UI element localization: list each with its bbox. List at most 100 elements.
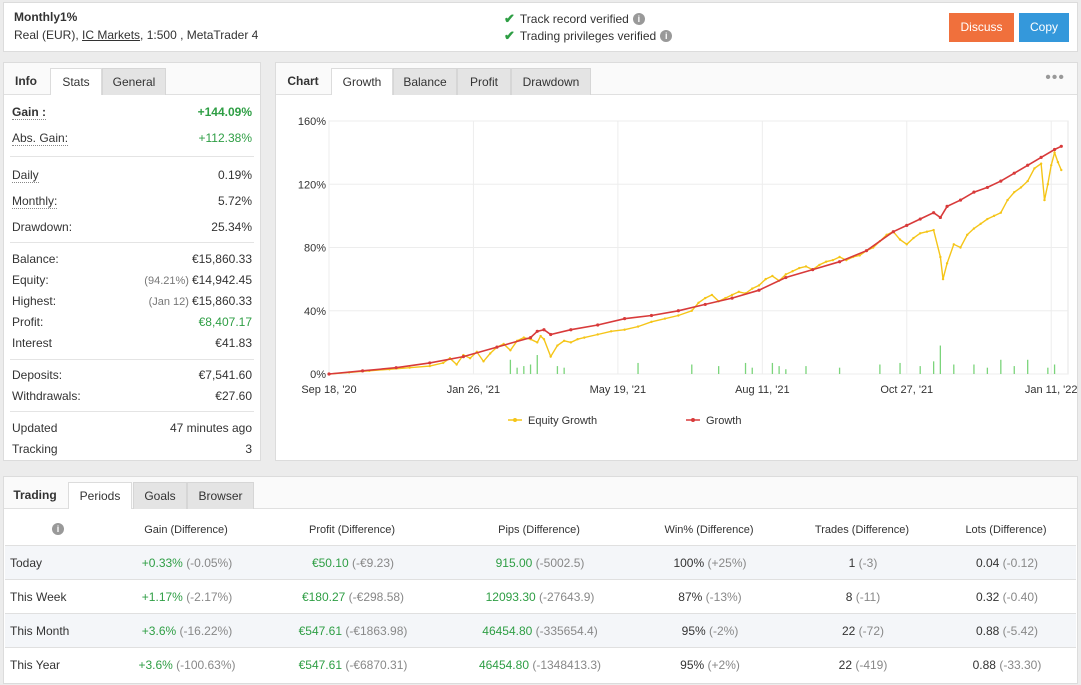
stat-abs-gain: Abs. Gain: +112.38% (12, 131, 252, 149)
track-record-verified: ✔ Track record verified i (504, 11, 645, 27)
stat-withdrawals: Withdrawals: €27.60 (12, 389, 252, 407)
cell-lots: 0.88 (-5.42) (927, 624, 1081, 638)
more-options-icon[interactable]: ••• (1045, 69, 1065, 86)
stat-label: Tracking (12, 442, 58, 456)
equity-growth-point (677, 314, 680, 317)
info-icon[interactable]: i (660, 30, 673, 42)
equity-growth-point (636, 325, 640, 328)
equity-growth-point (939, 255, 942, 259)
chart-panel: Chart Growth Balance Profit Drawdown •••… (275, 62, 1078, 461)
equity-growth-point (999, 211, 1003, 214)
col-profit: Profit (Difference) (309, 524, 395, 536)
equity-growth-point (562, 339, 566, 342)
profit-value: €547.61 (298, 624, 342, 638)
growth-point (542, 328, 546, 332)
tab-chart[interactable]: Chart (287, 74, 319, 88)
cell-profit: €50.10 (-€9.23) (273, 556, 433, 570)
account-subtitle: Real (EUR), IC Markets, 1:500 , MetaTrad… (14, 28, 258, 42)
trades-value: 8 (845, 590, 853, 604)
cell-gain: +1.17% (-2.17%) (107, 590, 267, 604)
growth-point (623, 317, 627, 321)
profit-difference: (-€6870.31) (345, 658, 408, 672)
cell-lots: 0.88 (-33.30) (927, 658, 1081, 672)
equity-growth-point (482, 360, 485, 363)
growth-point (757, 288, 761, 292)
stat-value: €7,541.60 (198, 368, 252, 382)
equity-growth-point (623, 328, 626, 331)
y-tick-label: 120% (298, 179, 326, 191)
growth-point (327, 372, 331, 376)
stat-label: Deposits: (12, 368, 63, 382)
cell-pips: 46454.80 (-335654.4) (460, 624, 620, 638)
x-tick-label: Oct 27, '21 (880, 384, 933, 396)
tab-goals[interactable]: Goals (133, 482, 187, 509)
equity-growth-point (455, 363, 458, 366)
gain-value: +1.17% (141, 590, 183, 604)
trades-difference: (-72) (858, 624, 885, 638)
stat-highest: Highest: (Jan 12) €15,860.33 (12, 294, 252, 312)
equity-growth-point (1046, 183, 1050, 186)
track-record-label: Track record verified (519, 12, 629, 26)
info-icon[interactable]: i (52, 523, 64, 535)
stat-label: Updated (12, 421, 58, 435)
tab-balance[interactable]: Balance (393, 68, 457, 95)
col-lots: Lots (Difference) (965, 524, 1047, 536)
tab-drawdown[interactable]: Drawdown (511, 68, 591, 95)
equity-growth-point (838, 255, 841, 259)
trades-difference: (-3) (858, 556, 878, 570)
trades-value: 22 (841, 624, 856, 638)
tab-growth[interactable]: Growth (331, 68, 393, 95)
y-tick-label: 80% (304, 243, 326, 255)
stat-value: 5.72% (217, 194, 252, 208)
info-icon[interactable]: i (632, 13, 645, 25)
legend-marker (513, 418, 517, 422)
stat-profit: Profit: €8,407.17 (12, 315, 252, 333)
stat-label[interactable]: Gain : (12, 105, 47, 120)
stat-deposits: Deposits: €7,541.60 (12, 368, 252, 386)
equity-amount: €14,942.45 (191, 273, 252, 287)
equity-growth-point (757, 284, 761, 287)
cell-trades: 1 (-3) (783, 556, 943, 570)
tab-stats[interactable]: Stats (50, 68, 102, 95)
equity-growth-point (905, 243, 908, 246)
equity-growth-point (663, 317, 667, 320)
equity-growth-point (428, 364, 431, 368)
trades-difference: (-11) (855, 590, 881, 604)
profit-value: €180.27 (301, 590, 346, 604)
profit-difference: (-€1863.98) (345, 624, 408, 638)
win-difference: (-2%) (709, 624, 739, 638)
table-row: Today +0.33% (-0.05%) €50.10 (-€9.23) 915.0… (5, 545, 1076, 579)
broker-link[interactable]: IC Markets (82, 28, 141, 42)
chart-tabs: Chart Growth Balance Profit Drawdown (276, 63, 1077, 95)
tab-periods[interactable]: Periods (68, 482, 132, 509)
tab-browser[interactable]: Browser (187, 482, 254, 509)
cell-profit: €547.61 (-€1863.98) (273, 624, 433, 638)
pips-difference: (-5002.5) (535, 556, 585, 570)
trades-difference: (-419) (855, 658, 888, 672)
stat-label[interactable]: Monthly: (12, 194, 58, 209)
growth-point (569, 328, 573, 332)
stat-label: Profit: (12, 315, 44, 329)
account-header: Monthly1% Real (EUR), IC Markets, 1:500 … (3, 2, 1078, 52)
stat-label[interactable]: Daily (12, 168, 39, 183)
gain-value: +3.6% (138, 658, 173, 672)
tab-trading[interactable]: Trading (13, 488, 57, 502)
equity-growth-point (737, 290, 741, 293)
equity-growth-point (1039, 162, 1043, 165)
discuss-button[interactable]: Discuss (949, 13, 1014, 42)
legend-label: Growth (706, 415, 741, 427)
stat-value: €27.60 (215, 389, 252, 403)
tab-general[interactable]: General (102, 68, 166, 95)
equity-growth-point (1056, 160, 1060, 164)
tab-profit[interactable]: Profit (457, 68, 511, 95)
divider (10, 242, 254, 243)
copy-button[interactable]: Copy (1019, 13, 1069, 42)
profit-value: €547.61 (298, 658, 342, 672)
growth-point (811, 268, 815, 272)
equity-growth-point (569, 341, 573, 344)
check-icon: ✔ (504, 11, 515, 26)
growth-point (703, 302, 707, 307)
tab-info[interactable]: Info (15, 74, 37, 88)
stat-label[interactable]: Abs. Gain: (12, 131, 69, 146)
equity-growth-point (690, 309, 693, 312)
